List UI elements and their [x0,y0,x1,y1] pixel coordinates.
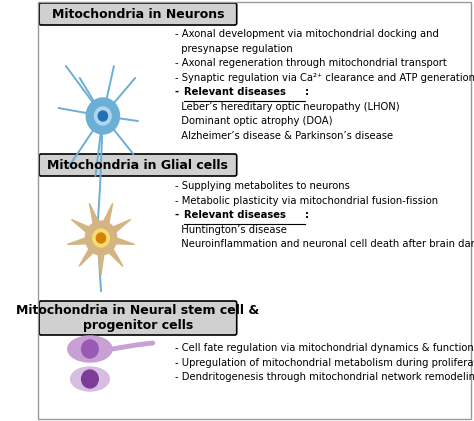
Polygon shape [109,219,131,235]
Polygon shape [89,203,100,227]
Text: - Cell fate regulation via mitochondrial dynamics & function: - Cell fate regulation via mitochondrial… [175,343,474,353]
Text: :: : [305,210,310,220]
Polygon shape [106,245,123,266]
Text: - Metabolic plasticity via mitochondrial fusion-fission: - Metabolic plasticity via mitochondrial… [175,195,438,205]
Text: - Synaptic regulation via Ca²⁺ clearance and ATP generation: - Synaptic regulation via Ca²⁺ clearance… [175,72,474,83]
Circle shape [98,111,108,121]
Polygon shape [98,250,104,275]
Polygon shape [67,237,90,245]
Ellipse shape [68,336,112,362]
Circle shape [93,229,109,247]
Text: - Dendritogenesis through mitochondrial network remodeling: - Dendritogenesis through mitochondrial … [175,372,474,382]
FancyBboxPatch shape [39,3,237,25]
Text: - Upregulation of mitochondrial metabolism during proliferation: - Upregulation of mitochondrial metaboli… [175,357,474,368]
Text: Relevant diseases: Relevant diseases [184,210,286,220]
Text: - Axonal development via mitochondrial docking and: - Axonal development via mitochondrial d… [175,29,439,39]
Text: -: - [175,87,182,97]
Text: -: - [175,210,182,220]
Circle shape [82,340,98,358]
Text: presynapse regulation: presynapse regulation [175,43,292,53]
Circle shape [85,221,117,255]
Polygon shape [72,219,93,235]
Circle shape [82,370,98,388]
Circle shape [86,98,119,134]
FancyBboxPatch shape [39,154,237,176]
Polygon shape [112,237,135,245]
Text: Neuroinflammation and neuronal cell death after brain damage: Neuroinflammation and neuronal cell deat… [175,239,474,249]
Text: Dominant optic atrophy (DOA): Dominant optic atrophy (DOA) [175,116,332,126]
Text: Alzheimer’s disease & Parkinson’s disease: Alzheimer’s disease & Parkinson’s diseas… [175,131,393,141]
Polygon shape [79,245,96,266]
Text: Mitochondria in Neural stem cell &
progenitor cells: Mitochondria in Neural stem cell & proge… [16,304,260,332]
Circle shape [96,233,106,243]
Text: Mitochondria in Glial cells: Mitochondria in Glial cells [47,158,228,171]
Text: - Axonal regeneration through mitochondrial transport: - Axonal regeneration through mitochondr… [175,58,447,68]
Text: :: : [305,87,310,97]
Text: Mitochondria in Neurons: Mitochondria in Neurons [52,8,224,21]
Ellipse shape [71,367,109,391]
Text: - Supplying metabolites to neurons: - Supplying metabolites to neurons [175,181,350,191]
FancyBboxPatch shape [39,301,237,335]
Text: Huntington’s disease: Huntington’s disease [175,224,287,234]
Text: Leber’s hereditary optic neuropathy (LHON): Leber’s hereditary optic neuropathy (LHO… [175,101,400,112]
Text: Relevant diseases: Relevant diseases [184,87,286,97]
Circle shape [94,107,111,125]
Polygon shape [102,203,113,227]
